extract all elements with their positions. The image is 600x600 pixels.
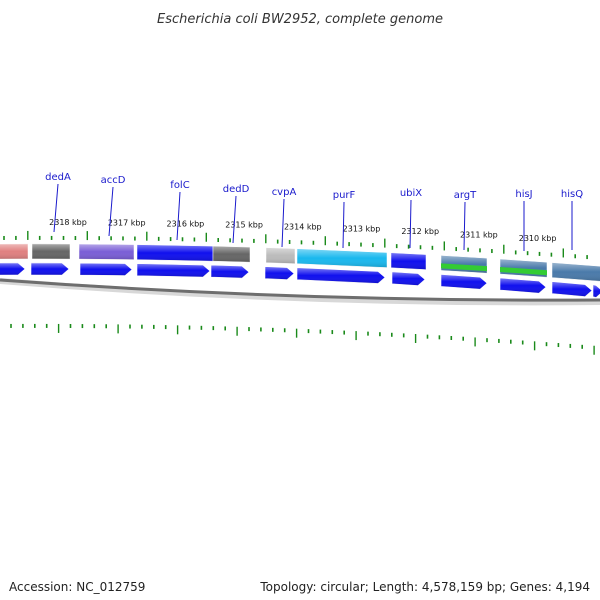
- gene-label-cvpA: cvpA: [272, 187, 297, 198]
- cds-arrow: [136, 263, 211, 278]
- feature-block: [296, 248, 388, 268]
- cds-arrow: [296, 267, 386, 284]
- topology-text: Topology: circular; Length: 4,578,159 bp…: [260, 580, 590, 594]
- kbp-label: 2313 kbp: [343, 225, 381, 234]
- outer-tick-ring: [3, 230, 588, 260]
- feature-track: [0, 243, 600, 282]
- kbp-label: 2312 kbp: [401, 227, 439, 236]
- gene-label-dedD: dedD: [223, 184, 250, 195]
- gene-label-ubiX: ubiX: [400, 188, 422, 199]
- gene-label-folC: folC: [170, 180, 189, 191]
- cds-arrow: [391, 271, 426, 286]
- gene-label-argT: argT: [454, 190, 477, 201]
- cds-arrow: [30, 262, 70, 276]
- gene-leader-line: [463, 201, 466, 251]
- feature-block: [390, 252, 427, 270]
- feature-block: [551, 262, 600, 282]
- gene-label-accD: accD: [101, 175, 126, 186]
- kbp-label-group: 2318 kbp 2317 kbp 2316 kbp 2315 kbp 2314 kbp…: [49, 218, 556, 243]
- cds-arrow: [79, 262, 133, 276]
- cds-track: [0, 262, 600, 298]
- gene-label-group: dedA accD folC dedD cvpA purF ubiX argT hisJ hisQ: [45, 172, 583, 201]
- gene-label-dedA: dedA: [45, 172, 71, 183]
- cds-arrow: [264, 266, 295, 280]
- accession-text: Accession: NC_012759: [9, 580, 146, 594]
- kbp-label: 2315 kbp: [225, 221, 263, 230]
- feature-block: [136, 244, 214, 262]
- cds-arrow: [592, 284, 600, 298]
- gene-leader-line: [281, 198, 285, 248]
- map-title: Escherichia coli BW2952, complete genome: [157, 12, 443, 27]
- gene-leader-line: [176, 191, 181, 241]
- gene-leader-line: [342, 201, 345, 249]
- cds-arrow: [0, 262, 26, 276]
- kbp-label: 2310 kbp: [519, 234, 557, 243]
- kbp-label: 2316 kbp: [167, 219, 205, 228]
- feature-block: [499, 258, 548, 278]
- inner-tick-ring: [10, 323, 595, 355]
- kbp-label: 2318 kbp: [49, 218, 87, 227]
- kbp-label: 2314 kbp: [284, 222, 322, 231]
- kbp-label: 2317 kbp: [108, 218, 146, 227]
- gene-label-purF: purF: [333, 190, 356, 201]
- feature-block: [440, 255, 488, 274]
- gene-leader-line: [53, 183, 59, 233]
- feature-substrip: [500, 267, 547, 276]
- feature-block: [31, 243, 71, 260]
- gene-leader-line: [409, 199, 412, 249]
- feature-substrip: [441, 263, 487, 272]
- feature-block: [0, 243, 29, 260]
- cds-arrow: [210, 264, 250, 279]
- backbone-circle: [0, 278, 600, 302]
- cds-arrow: [440, 274, 488, 290]
- gene-leader-line: [108, 186, 114, 237]
- cds-arrow: [499, 277, 547, 294]
- gene-leader-line: [232, 195, 237, 244]
- feature-block: [212, 245, 251, 263]
- gene-label-lines: [53, 183, 573, 251]
- gene-label-hisQ: hisQ: [561, 189, 583, 200]
- gene-label-hisJ: hisJ: [515, 189, 532, 200]
- kbp-label: 2311 kbp: [460, 230, 498, 239]
- feature-block: [78, 243, 135, 260]
- cds-arrow: [551, 281, 593, 297]
- feature-block: [265, 247, 296, 264]
